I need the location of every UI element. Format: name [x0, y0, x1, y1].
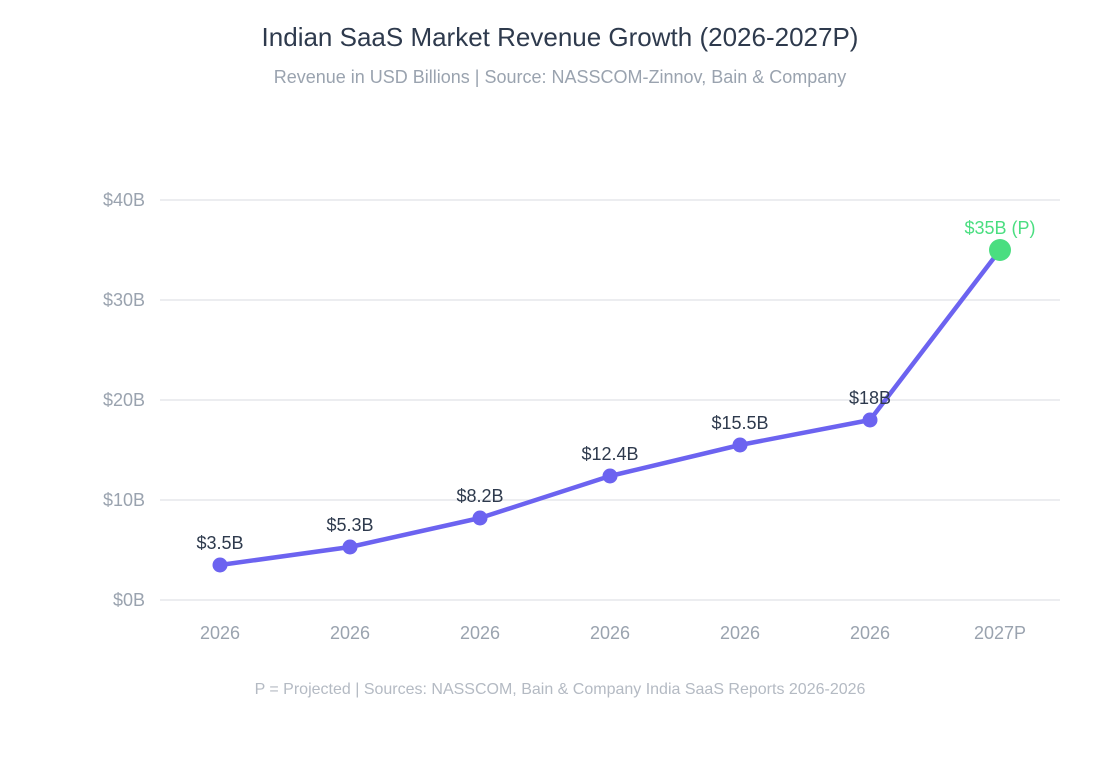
data-point — [862, 412, 878, 428]
chart-title: Indian SaaS Market Revenue Growth (2026-… — [261, 22, 859, 52]
chart-footnote: P = Projected | Sources: NASSCOM, Bain &… — [254, 681, 866, 698]
chart-subtitle: Revenue in USD Billions | Source: NASSCO… — [273, 67, 847, 87]
grid-lines — [160, 199, 1060, 601]
data-label: $5.3B — [326, 515, 373, 535]
y-tick-label: $40B — [103, 190, 145, 210]
y-tick-label: $0B — [113, 590, 145, 610]
data-point — [212, 557, 228, 573]
x-tick-label: 2026 — [200, 623, 240, 643]
x-tick-label: 2026 — [590, 623, 630, 643]
y-tick-label: $20B — [103, 390, 145, 410]
x-tick-label: 2026 — [330, 623, 370, 643]
data-label: $12.4B — [581, 444, 638, 464]
data-label-projected: $35B (P) — [964, 218, 1035, 238]
data-point — [472, 510, 488, 526]
y-tick-label: $10B — [103, 490, 145, 510]
data-point-projected — [989, 239, 1011, 261]
data-labels: $3.5B $5.3B $8.2B $12.4B $15.5B $18B $35B (P) — [196, 218, 1035, 553]
x-tick-label: 2027P — [974, 623, 1026, 643]
y-tick-label: $30B — [103, 290, 145, 310]
x-axis: 2026 2026 2026 2026 2026 2026 2027P — [200, 623, 1026, 643]
x-tick-label: 2026 — [460, 623, 500, 643]
data-label: $3.5B — [196, 533, 243, 553]
data-label: $8.2B — [456, 486, 503, 506]
data-point — [602, 468, 618, 484]
data-point — [732, 437, 748, 453]
x-tick-label: 2026 — [720, 623, 760, 643]
y-axis: $0B $10B $20B $30B $40B — [103, 190, 145, 610]
data-label: $18B — [849, 388, 891, 408]
data-point — [342, 539, 358, 555]
data-label: $15.5B — [711, 413, 768, 433]
x-tick-label: 2026 — [850, 623, 890, 643]
data-points — [212, 239, 1011, 573]
